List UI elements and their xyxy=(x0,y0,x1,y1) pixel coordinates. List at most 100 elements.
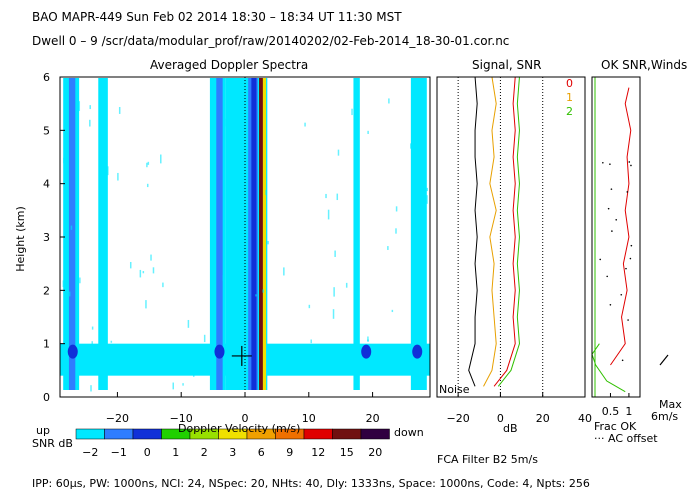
spectral-band-10 xyxy=(353,78,360,390)
ac-dot-7 xyxy=(621,359,624,362)
speckle-55 xyxy=(244,111,247,119)
ac-dot-16 xyxy=(607,207,610,210)
signal-tick-label-0: 0 xyxy=(497,412,504,425)
signal-panel-title: Signal, SNR xyxy=(472,58,542,72)
x-tick-label--10: −10 xyxy=(170,412,193,425)
low-level-echo-0 xyxy=(67,344,78,359)
speckle-42 xyxy=(145,300,147,309)
spectral-band-4 xyxy=(216,78,223,390)
colorbar-tick-9: 15 xyxy=(340,446,354,459)
ac-dot-9 xyxy=(627,319,629,321)
snr-colorbar: −2 −1 0 1 2 3 6 9 12 15 20 xyxy=(75,428,390,459)
y-tick-label-1: 1 xyxy=(43,338,50,351)
speckle-34 xyxy=(391,309,394,313)
speckle-50 xyxy=(90,370,93,375)
speckle-4 xyxy=(303,367,305,374)
speckle-84 xyxy=(388,98,390,104)
speckle-28 xyxy=(139,269,142,278)
spectral-band-7 xyxy=(251,78,257,390)
colorbar-tick-8: 12 xyxy=(311,446,325,459)
speckle-20 xyxy=(413,291,415,297)
low-level-echo-2 xyxy=(361,344,372,359)
speckle-21 xyxy=(243,255,245,265)
speckle-52 xyxy=(222,274,225,282)
ac-dot-2 xyxy=(620,293,623,296)
speckle-13 xyxy=(345,282,348,288)
spectral-band-11 xyxy=(410,78,427,390)
speckle-61 xyxy=(265,189,267,196)
signal-tick-label-40: 40 xyxy=(578,412,592,425)
footer-parameters: IPP: 60μs, PW: 1000ns, NCI: 24, NSpec: 2… xyxy=(32,477,590,490)
y-tick-label-5: 5 xyxy=(43,124,50,137)
doppler-y-label: Height (km) xyxy=(13,206,27,272)
colorbar-label: SNR dB xyxy=(32,437,73,450)
speckle-89 xyxy=(118,106,121,114)
speckle-58 xyxy=(351,108,353,116)
doppler-bands xyxy=(60,78,430,390)
colorbar-tick-7: 9 xyxy=(286,446,293,459)
y-tick-label-2: 2 xyxy=(43,284,50,297)
ac-dot-17 xyxy=(599,258,602,261)
ac-dot-5 xyxy=(630,164,632,167)
frac-ok-label: Frac OK xyxy=(594,420,637,433)
speckle-64 xyxy=(79,277,81,284)
speckle-16 xyxy=(283,267,285,276)
speckle-68 xyxy=(415,232,417,235)
signal-lines xyxy=(457,76,544,397)
doppler-speckle xyxy=(62,92,428,392)
colorbar-tick-6: 6 xyxy=(258,446,265,459)
ac-dot-1 xyxy=(629,257,632,260)
speckle-60 xyxy=(222,368,225,379)
speckle-56 xyxy=(229,92,232,102)
legend-1: 1 xyxy=(566,91,573,104)
signal-x-label: dB xyxy=(503,422,518,435)
speckle-30 xyxy=(62,280,65,288)
speckle-46 xyxy=(63,157,65,164)
speckle-81 xyxy=(70,225,73,230)
header-title: BAO MAPR-449 Sun Feb 02 2014 18:30 – 18:… xyxy=(32,10,402,24)
speckle-27 xyxy=(68,291,71,297)
colorbar-tick-1: −1 xyxy=(111,446,127,459)
down-label: down xyxy=(394,426,424,439)
speckle-10 xyxy=(308,304,311,309)
max-value: 6m/s xyxy=(651,410,679,423)
ok-series-0 xyxy=(610,87,632,366)
ac-dot-13 xyxy=(609,163,611,165)
legend-0: 0 xyxy=(566,77,573,90)
max-label: Max xyxy=(659,398,682,411)
ac-dot-3 xyxy=(630,244,633,247)
doppler-x-label: Doppler Velocity (m/s) xyxy=(178,422,301,435)
speckle-2 xyxy=(89,119,91,127)
noise-label: Noise xyxy=(439,383,470,396)
speckle-1 xyxy=(150,254,152,261)
speckle-78 xyxy=(393,359,395,365)
speckle-79 xyxy=(142,271,145,274)
doppler-y-axis: 0 1 2 3 4 5 6 xyxy=(43,71,65,404)
colorbar-swatch-10 xyxy=(360,428,390,440)
y-tick-label-6: 6 xyxy=(43,71,50,84)
signal-series-3 xyxy=(497,76,520,387)
signal-snr-panel: −20 0 20 40 xyxy=(436,76,592,425)
speckle-24 xyxy=(160,154,162,164)
speckle-17 xyxy=(301,349,304,354)
speckle-66 xyxy=(310,339,312,344)
speckle-36 xyxy=(304,122,306,127)
speckle-0 xyxy=(241,218,243,222)
spectral-band-2 xyxy=(98,78,108,390)
spectral-band-1 xyxy=(68,78,76,390)
speckle-5 xyxy=(146,183,149,188)
colorbar-swatch-8 xyxy=(303,428,333,440)
signal-tick-label--20: −20 xyxy=(447,412,470,425)
colorbar-tick-10: 20 xyxy=(368,446,382,459)
signal-tick-label-20: 20 xyxy=(536,412,550,425)
speckle-82 xyxy=(187,319,190,328)
speckle-80 xyxy=(107,166,109,176)
spectral-band-9 xyxy=(262,78,267,390)
colorbar-tick-2: 0 xyxy=(144,446,151,459)
speckle-18 xyxy=(226,363,229,367)
speckle-53 xyxy=(395,228,397,234)
speckle-44 xyxy=(290,364,293,371)
x-tick-label--20: −20 xyxy=(106,412,129,425)
colorbar-swatch-2 xyxy=(132,428,162,440)
